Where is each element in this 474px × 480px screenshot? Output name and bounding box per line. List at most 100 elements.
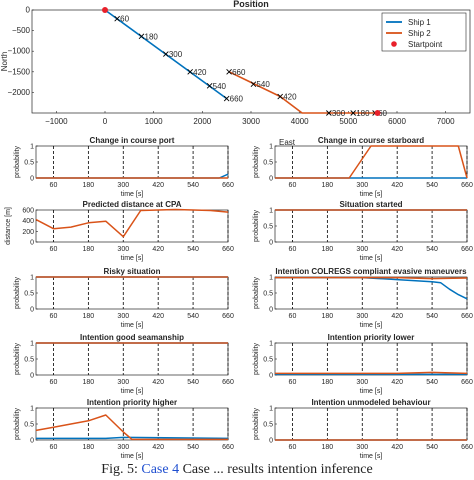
time-marker-cross [350, 110, 357, 116]
y-tick-label: 0 [30, 240, 34, 247]
time-marker-cross [250, 81, 257, 87]
x-tick-label: 2000 [193, 117, 211, 126]
x-tick-label: 660 [461, 182, 473, 189]
chart-title: Intention COLREGS compliant evasive mane… [275, 267, 467, 276]
startpoint-marker [102, 7, 108, 13]
series-line-ship-2 [275, 371, 468, 375]
x-tick-label: 180 [83, 444, 95, 451]
time-marker-label: 660 [230, 95, 244, 104]
chart-title: Intention unmodeled behaviour [311, 398, 430, 407]
chart-title: Change in course port [90, 136, 175, 145]
x-tick-label: 300 [356, 182, 368, 189]
time-marker-label: 660 [232, 68, 246, 77]
x-tick-label: 60 [50, 182, 58, 189]
x-tick-label: 660 [461, 246, 473, 253]
x-tick-label: 300 [117, 246, 129, 253]
plot-area-cc-port [35, 145, 229, 179]
x-tick-label: 180 [83, 379, 95, 386]
x-axis-label: time [s] [121, 255, 144, 262]
x-axis-label: time [s] [360, 453, 383, 460]
y-tick-label: 0 [30, 176, 34, 183]
x-tick-label: 300 [117, 379, 129, 386]
y-tick-label: 1 [30, 341, 34, 348]
x-tick-label: 6000 [388, 117, 406, 126]
x-tick-label: 540 [426, 182, 438, 189]
x-tick-label: 420 [152, 379, 164, 386]
x-axis-label: time [s] [360, 255, 383, 262]
y-tick-label: 200 [22, 229, 34, 236]
caption-prefix: Fig. 5: [101, 462, 138, 477]
x-axis-label: time [s] [121, 388, 144, 395]
x-tick-label: 180 [83, 182, 95, 189]
y-tick-label: 0.5 [24, 422, 34, 429]
chart-title: Intention priority lower [328, 333, 415, 342]
plot-area-priority-higher [35, 407, 229, 441]
startpoint-marker [374, 110, 381, 116]
y-axis-label: probability [253, 408, 260, 440]
caption-link[interactable]: Case 4 [141, 462, 180, 477]
y-tick-label: −500 [12, 26, 31, 35]
y-axis-label: probability [14, 408, 21, 440]
y-tick-label: 0.5 [24, 160, 34, 167]
x-tick-label: 660 [222, 444, 234, 451]
y-axis-label: probability [253, 146, 260, 178]
y-tick-label: 1 [30, 144, 34, 151]
x-tick-label: 5000 [339, 117, 357, 126]
x-axis-label: time [s] [360, 191, 383, 198]
caption-suffix: Case ... results intention inference [182, 462, 373, 477]
time-marker-label: 180 [145, 32, 159, 41]
x-axis-label: time [s] [360, 322, 383, 329]
x-tick-label: 60 [50, 313, 58, 320]
x-tick-label: 7000 [437, 117, 455, 126]
time-marker-label: 60 [378, 109, 387, 118]
x-tick-label: 540 [426, 313, 438, 320]
x-tick-label: −1000 [45, 117, 68, 126]
y-tick-label: 0.5 [263, 422, 273, 429]
x-tick-label: 540 [187, 444, 199, 451]
x-tick-label: 60 [289, 246, 297, 253]
x-tick-label: 60 [50, 444, 58, 451]
plot-area-cc-starboard [274, 145, 468, 179]
x-tick-label: 300 [356, 313, 368, 320]
x-tick-label: 660 [461, 379, 473, 386]
x-tick-label: 540 [187, 182, 199, 189]
x-tick-label: 420 [391, 444, 403, 451]
x-tick-label: 660 [222, 246, 234, 253]
legend-label: Ship 1 [408, 18, 431, 27]
series-line-ship-1 [36, 436, 229, 440]
x-tick-label: 180 [322, 379, 334, 386]
x-axis-label: time [s] [121, 322, 144, 329]
y-tick-label: 0.5 [24, 291, 34, 298]
y-tick-label: 0 [269, 307, 273, 314]
plot-area-seamanship [35, 342, 229, 376]
x-tick-label: 540 [426, 444, 438, 451]
x-tick-label: 420 [152, 246, 164, 253]
x-tick-label: 540 [426, 246, 438, 253]
series-line-ship-2 [35, 414, 228, 441]
x-tick-label: 300 [117, 313, 129, 320]
time-marker-cross [226, 68, 232, 75]
y-tick-label: −2000 [8, 88, 31, 97]
plot-area-unmodeled [274, 407, 468, 441]
time-marker-label: 420 [193, 68, 207, 77]
x-tick-label: 4000 [291, 117, 309, 126]
x-tick-label: 300 [356, 379, 368, 386]
time-marker-label: 540 [256, 80, 270, 89]
x-tick-label: 420 [152, 313, 164, 320]
y-axis-label: probability [253, 277, 260, 309]
x-tick-label: 60 [289, 313, 297, 320]
x-tick-label: 0 [103, 117, 108, 126]
x-axis-label: East [279, 138, 296, 147]
time-marker-label: 60 [120, 15, 129, 24]
x-tick-label: 420 [391, 182, 403, 189]
x-tick-label: 420 [391, 313, 403, 320]
y-tick-label: 0.5 [263, 160, 273, 167]
x-tick-label: 180 [322, 182, 334, 189]
chart-title: Intention good seamanship [80, 333, 184, 342]
x-axis-label: time [s] [121, 191, 144, 198]
x-tick-label: 540 [187, 246, 199, 253]
plot-area-situation-started [274, 209, 468, 243]
y-tick-label: 0 [269, 438, 273, 445]
y-tick-label: 0.5 [263, 357, 273, 364]
